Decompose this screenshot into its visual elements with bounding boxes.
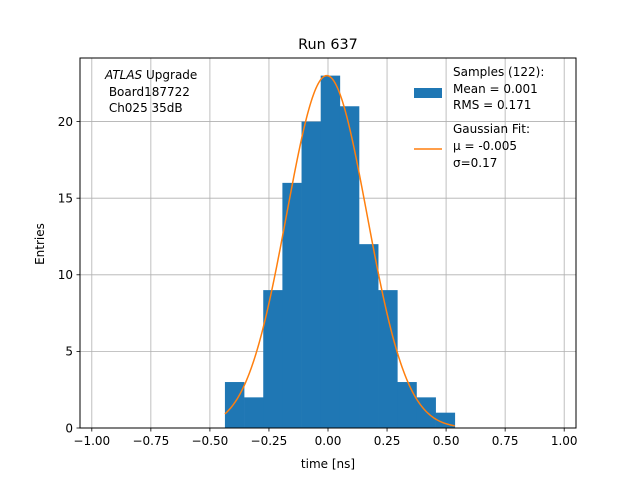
histogram-bar xyxy=(339,106,360,429)
y-axis-label: Entries xyxy=(33,223,47,265)
annotation-line-3: Ch025 35dB xyxy=(105,101,183,115)
axis-ticks: −1.00 −0.75 −0.50 −0.25 0.00 0.25 0.50 0.75 1.00… xyxy=(58,115,578,448)
legend-fit-text: σ=0.17 xyxy=(453,156,497,170)
y-tick-label: 15 xyxy=(58,191,73,205)
upgrade-label: Upgrade xyxy=(142,68,197,82)
x-axis-label: time [ns] xyxy=(301,457,355,471)
histogram-bar xyxy=(378,290,398,428)
annotation-line-2: Board187722 xyxy=(105,85,190,99)
gaussian-fit-line xyxy=(224,74,455,427)
histogram-bar xyxy=(244,397,264,428)
x-tick-label: −0.25 xyxy=(251,434,288,448)
atlas-label: ATLAS xyxy=(104,68,143,82)
x-tick-label: −0.50 xyxy=(192,434,229,448)
y-tick-label: 5 xyxy=(65,345,73,359)
histogram-bar xyxy=(301,121,322,428)
x-tick-label: 0.50 xyxy=(433,434,460,448)
legend-samples-swatch xyxy=(414,88,442,98)
x-tick-label: 0.75 xyxy=(492,434,519,448)
x-tick-label: −1.00 xyxy=(73,434,110,448)
histogram-bar xyxy=(416,397,436,428)
x-tick-label: 0.25 xyxy=(374,434,401,448)
chart-title: Run 637 xyxy=(298,37,358,53)
histogram-bar xyxy=(282,182,302,428)
histogram-bar xyxy=(397,382,417,428)
x-tick-label: 0.00 xyxy=(315,434,342,448)
annotation-line-1: ATLAS Upgrade xyxy=(104,68,197,82)
legend-fit-text: Gaussian Fit: xyxy=(453,122,530,136)
y-tick-label: 0 xyxy=(65,421,73,435)
histogram-bar xyxy=(263,290,283,428)
x-tick-label: −0.75 xyxy=(132,434,169,448)
legend-samples-text: Mean = 0.001 xyxy=(453,82,538,96)
info-annotation: ATLAS Upgrade Board187722 Ch025 35dB xyxy=(104,68,197,115)
legend: Samples (122): Mean = 0.001 RMS = 0.171 G… xyxy=(414,65,544,170)
legend-fit-text: μ = -0.005 xyxy=(453,139,517,153)
y-tick-label: 10 xyxy=(58,268,73,282)
legend-samples-text: Samples (122): xyxy=(453,65,544,79)
histogram-bar xyxy=(224,382,245,428)
legend-samples-text: RMS = 0.171 xyxy=(453,98,531,112)
gaussian-fit xyxy=(224,74,455,427)
y-tick-label: 20 xyxy=(58,115,73,129)
x-tick-label: 1.00 xyxy=(551,434,578,448)
histogram-bar xyxy=(359,244,379,428)
histogram-bars xyxy=(224,75,456,429)
histogram-bar xyxy=(320,75,341,428)
